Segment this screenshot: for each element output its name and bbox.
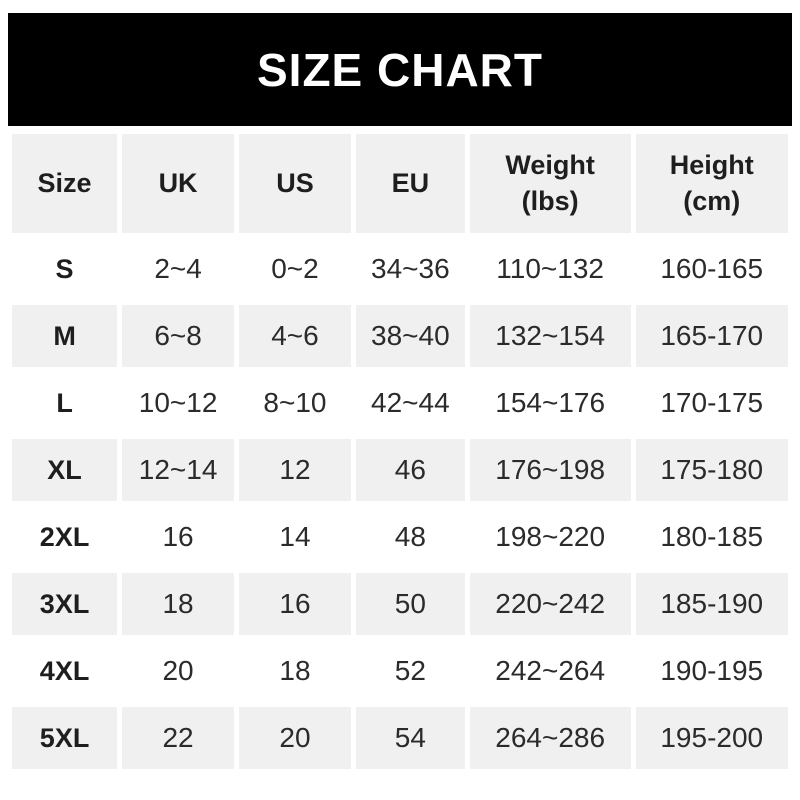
cell-eu: 42~44 — [355, 372, 465, 434]
cell-eu: 54 — [355, 707, 465, 769]
cell-height: 190-195 — [635, 640, 788, 702]
cell-height: 165-170 — [635, 305, 788, 367]
cell-eu: 48 — [355, 506, 465, 568]
cell-uk: 16 — [122, 506, 235, 568]
cell-us: 20 — [239, 707, 351, 769]
cell-eu: 38~40 — [355, 305, 465, 367]
column-header-uk: UK — [122, 134, 235, 233]
table-row-3xl: 3XL 18 16 50 220~242 185-190 — [12, 573, 788, 635]
cell-eu: 50 — [355, 573, 465, 635]
cell-size: 4XL — [12, 640, 118, 702]
cell-weight: 242~264 — [469, 640, 631, 702]
cell-size: XL — [12, 439, 118, 501]
cell-uk: 12~14 — [122, 439, 235, 501]
cell-eu: 34~36 — [355, 238, 465, 300]
cell-size: 2XL — [12, 506, 118, 568]
cell-height: 180-185 — [635, 506, 788, 568]
header-sublabel: (lbs) — [521, 185, 579, 216]
cell-weight: 220~242 — [469, 573, 631, 635]
header-row: Size UK US EU Weight (lbs) Height (cm) — [12, 134, 788, 233]
cell-us: 14 — [239, 506, 351, 568]
table-row-2xl: 2XL 16 14 48 198~220 180-185 — [12, 506, 788, 568]
cell-size: M — [12, 305, 118, 367]
cell-uk: 18 — [122, 573, 235, 635]
cell-us: 0~2 — [239, 238, 351, 300]
cell-height: 185-190 — [635, 573, 788, 635]
title-banner: SIZE CHART — [8, 13, 792, 126]
header-label: EU — [391, 167, 430, 198]
cell-weight: 176~198 — [469, 439, 631, 501]
cell-us: 16 — [239, 573, 351, 635]
cell-uk: 10~12 — [122, 372, 235, 434]
cell-weight: 198~220 — [469, 506, 631, 568]
header-label: Size — [37, 167, 92, 198]
column-header-size: Size — [12, 134, 118, 233]
cell-size: L — [12, 372, 118, 434]
cell-weight: 132~154 — [469, 305, 631, 367]
header-label: Height — [669, 150, 754, 181]
header-label: Weight — [505, 150, 595, 181]
cell-height: 170-175 — [635, 372, 788, 434]
table-row-m: M 6~8 4~6 38~40 132~154 165-170 — [12, 305, 788, 367]
table-row-xl: XL 12~14 12 46 176~198 175-180 — [12, 439, 788, 501]
column-header-us: US — [239, 134, 351, 233]
cell-eu: 52 — [355, 640, 465, 702]
cell-weight: 154~176 — [469, 372, 631, 434]
table-row-s: S 2~4 0~2 34~36 110~132 160-165 — [12, 238, 788, 300]
cell-uk: 6~8 — [122, 305, 235, 367]
column-header-eu: EU — [355, 134, 465, 233]
cell-height: 175-180 — [635, 439, 788, 501]
cell-uk: 22 — [122, 707, 235, 769]
cell-us: 4~6 — [239, 305, 351, 367]
cell-size: S — [12, 238, 118, 300]
table-row-4xl: 4XL 20 18 52 242~264 190-195 — [12, 640, 788, 702]
cell-weight: 264~286 — [469, 707, 631, 769]
header-sublabel: (cm) — [683, 185, 741, 216]
cell-size: 5XL — [12, 707, 118, 769]
cell-eu: 46 — [355, 439, 465, 501]
cell-weight: 110~132 — [469, 238, 631, 300]
cell-height: 195-200 — [635, 707, 788, 769]
cell-height: 160-165 — [635, 238, 788, 300]
cell-size: 3XL — [12, 573, 118, 635]
size-table-container: Size UK US EU Weight (lbs) Height (cm) S 2… — [7, 129, 793, 774]
page-title: SIZE CHART — [257, 43, 543, 96]
cell-uk: 2~4 — [122, 238, 235, 300]
cell-us: 18 — [239, 640, 351, 702]
table-row-l: L 10~12 8~10 42~44 154~176 170-175 — [12, 372, 788, 434]
header-label: US — [276, 167, 314, 198]
size-table: Size UK US EU Weight (lbs) Height (cm) S 2… — [7, 129, 793, 774]
table-row-5xl: 5XL 22 20 54 264~286 195-200 — [12, 707, 788, 769]
header-label: UK — [158, 167, 198, 198]
cell-us: 12 — [239, 439, 351, 501]
cell-us: 8~10 — [239, 372, 351, 434]
cell-uk: 20 — [122, 640, 235, 702]
column-header-weight: Weight (lbs) — [469, 134, 631, 233]
column-header-height: Height (cm) — [635, 134, 788, 233]
